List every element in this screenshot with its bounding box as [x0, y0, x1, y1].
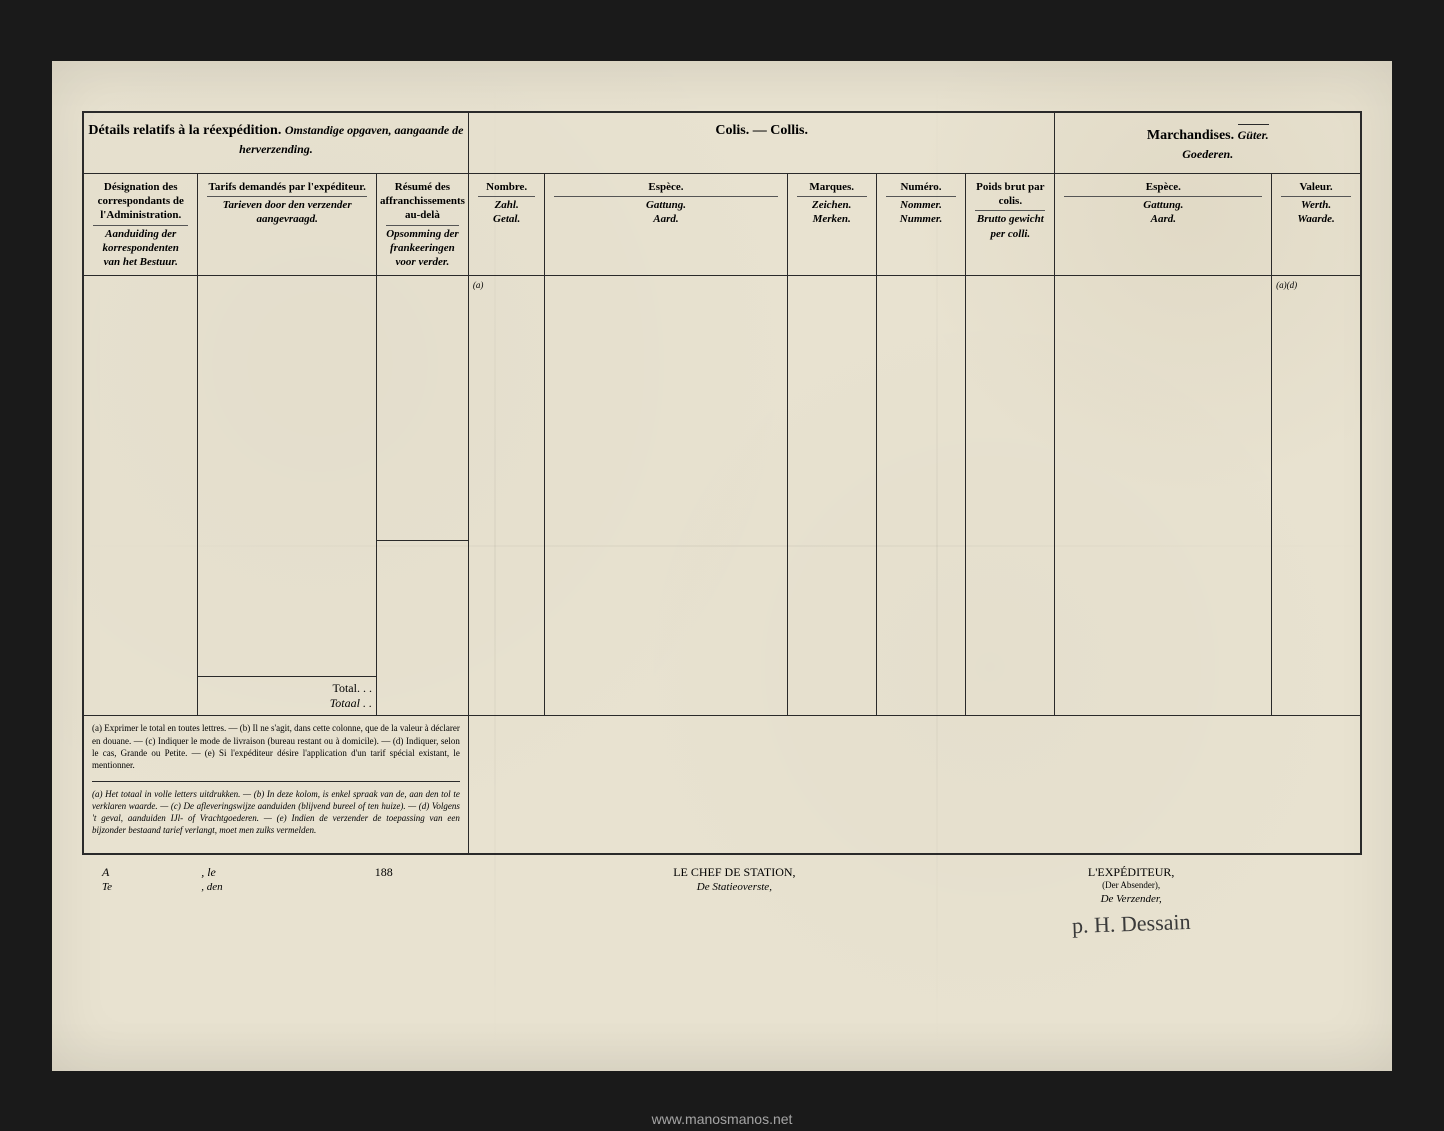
- sig-date: , le , den: [201, 865, 375, 939]
- section-title-nl: Goederen.: [1182, 147, 1233, 161]
- handwritten-signature: p. H. Dessain: [1071, 908, 1190, 941]
- sig-year: 188: [375, 865, 549, 939]
- col-header-4: Nombre. Zahl. Getal.: [468, 173, 545, 276]
- sig-chef: LE CHEF DE STATION, De Statieoverste,: [548, 865, 920, 939]
- cell-7: [876, 276, 965, 716]
- col-header-10: Valeur. Werth. Waarde.: [1272, 173, 1361, 276]
- section-title: Colis. — Collis.: [715, 123, 808, 138]
- cell-2: Total. . . Totaal . .: [198, 276, 377, 716]
- total-box: Total. . . Totaal . .: [198, 676, 376, 715]
- col-header-6: Marques. Zeichen. Merken.: [787, 173, 876, 276]
- form-body-row: Total. . . Totaal . . (a) (a)(d): [83, 276, 1361, 716]
- signature-row: A Te , le , den 188 LE CHEF DE STATION, …: [82, 855, 1362, 939]
- section-marchandises: Marchandises. Güter. Goederen.: [1055, 112, 1361, 174]
- col-header-2: Tarifs demandés par l'expéditeur. Tariev…: [198, 173, 377, 276]
- cell-8: [966, 276, 1055, 716]
- cell-4: (a): [468, 276, 545, 716]
- footnotes-empty: [468, 716, 1361, 854]
- divider-line: [377, 540, 468, 541]
- cell-3: [376, 276, 468, 716]
- main-form-table: Détails relatifs à la réexpédition. Omst…: [82, 111, 1362, 855]
- section-colis: Colis. — Collis.: [468, 112, 1055, 174]
- footnotes-row: (a) Exprimer le total en toutes lettres.…: [83, 716, 1361, 854]
- total-fr: Total. . .: [202, 681, 372, 696]
- col-header-7: Numéro. Nommer. Nummer.: [876, 173, 965, 276]
- sig-expediteur: L'EXPÉDITEUR, (Der Absender), De Verzend…: [920, 865, 1342, 939]
- watermark: www.manosmanos.net: [652, 1111, 793, 1127]
- section-title-fr: Marchandises.: [1147, 128, 1234, 143]
- marker-a: (a): [473, 280, 484, 290]
- col-header-3: Résumé des affranchissements au-delà Ops…: [376, 173, 468, 276]
- col-header-1: Désignation des correspondants de l'Admi…: [83, 173, 198, 276]
- cell-6: [787, 276, 876, 716]
- col-header-5: Espèce. Gattung. Aard.: [545, 173, 787, 276]
- footnotes-nl: (a) Het totaal in volle letters uitdrukk…: [92, 781, 460, 841]
- col-header-9: Espèce. Gattung. Aard.: [1055, 173, 1272, 276]
- document-page: Détails relatifs à la réexpédition. Omst…: [52, 61, 1392, 1071]
- section-title-fr: Détails relatifs à la réexpédition.: [88, 123, 281, 138]
- total-nl: Totaal . .: [202, 696, 372, 711]
- cell-1: [83, 276, 198, 716]
- footnotes-fr: (a) Exprimer le total en toutes lettres.…: [92, 722, 460, 775]
- marker-ad: (a)(d): [1276, 280, 1297, 290]
- cell-5: [545, 276, 787, 716]
- col-header-8: Poids brut par colis. Brutto gewicht per…: [966, 173, 1055, 276]
- sig-place: A Te: [102, 865, 201, 939]
- cell-9: [1055, 276, 1272, 716]
- cell-10: (a)(d): [1272, 276, 1361, 716]
- footnotes-cell: (a) Exprimer le total en toutes lettres.…: [83, 716, 468, 854]
- section-title-de: Güter.: [1238, 124, 1269, 144]
- section-reexpedition: Détails relatifs à la réexpédition. Omst…: [83, 112, 468, 174]
